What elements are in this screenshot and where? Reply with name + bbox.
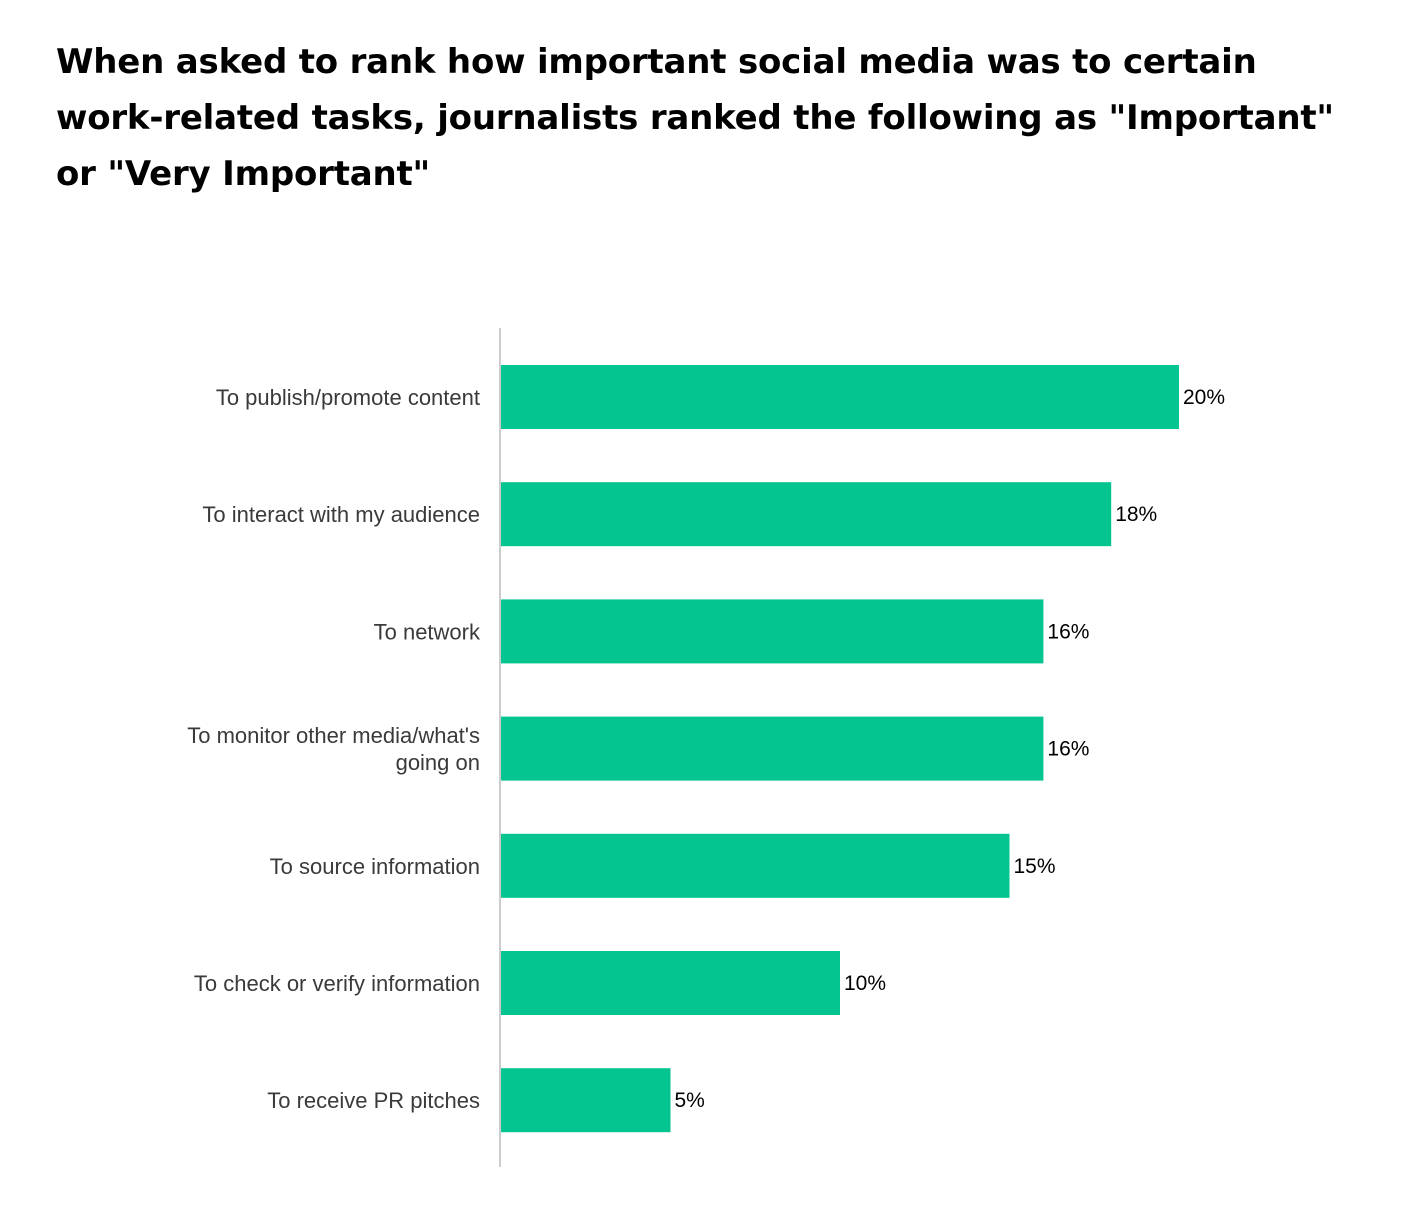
bars-layer: 20% To publish/promote content 18% To inter…: [187, 365, 1225, 1133]
value-label: 10%: [844, 972, 886, 995]
category-label: To source information: [270, 854, 480, 879]
bar: [501, 951, 840, 1015]
bar: [501, 1068, 671, 1133]
category-label-line: To monitor other media/what's: [187, 723, 480, 748]
category-label-line: To check or verify information: [194, 971, 480, 996]
bar: [501, 716, 1044, 781]
value-label: 20%: [1183, 386, 1225, 409]
category-label: To monitor other media/what's going on: [187, 723, 480, 775]
bar: [501, 365, 1179, 429]
category-label-line: To publish/promote content: [216, 385, 480, 410]
category-label: To check or verify information: [194, 971, 480, 996]
value-label: 15%: [1014, 855, 1056, 878]
value-label: 16%: [1047, 620, 1089, 643]
category-label-line: To network: [374, 619, 481, 644]
bar: [501, 599, 1044, 664]
value-label: 18%: [1115, 503, 1157, 526]
chart-title: When asked to rank how important social …: [56, 42, 1334, 194]
category-label-line: To source information: [270, 854, 480, 879]
category-label-line: going on: [396, 750, 480, 775]
category-label: To publish/promote content: [216, 385, 480, 410]
bar: [501, 833, 1010, 898]
bar: [501, 482, 1112, 547]
category-label: To interact with my audience: [202, 502, 480, 527]
category-label-line: To receive PR pitches: [267, 1088, 480, 1113]
category-label: To network: [374, 619, 481, 644]
category-label: To receive PR pitches: [267, 1088, 480, 1113]
category-label-line: To interact with my audience: [202, 502, 480, 527]
value-label: 16%: [1047, 738, 1089, 761]
value-label: 5%: [675, 1089, 705, 1112]
